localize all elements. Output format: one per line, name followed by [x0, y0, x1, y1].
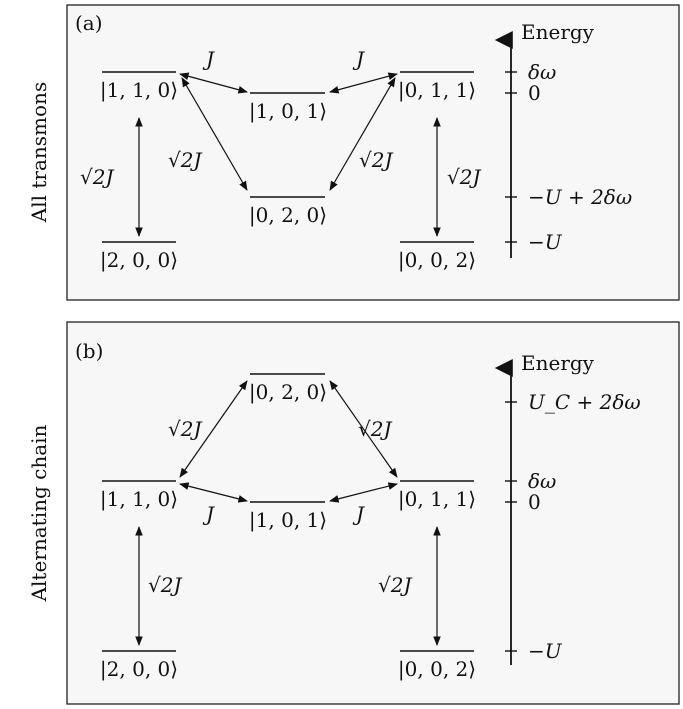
panel-b-level-011-label: |0, 1, 1⟩ [398, 487, 476, 512]
panel-a-tag: (a) [75, 11, 103, 35]
panel-a-coupling-diag-left: √2J [168, 148, 202, 172]
panel-b-arrow-j-right [329, 482, 398, 503]
panel-a-axis-title: Energy [521, 20, 595, 44]
panel-a-tick-label-2: 0 [528, 81, 541, 105]
panel-a-tick-label-3: −U + 2δω [528, 185, 632, 209]
panel-b-coupling-j-right: J [352, 502, 365, 526]
panel-a-coupling-j-left: J [202, 47, 215, 71]
panel-a-level-200-label: |2, 0, 0⟩ [100, 248, 178, 273]
panel-b-coupling-vert-left: √2J [148, 573, 182, 597]
panel-a-arrow-diag-left [181, 77, 248, 191]
panel-b: (b) Alternating chain Energy U_C + 2δω δ… [27, 321, 680, 705]
panel-a-side-label: All transmons [27, 82, 51, 223]
panel-a-tick-label-4: −U [528, 230, 563, 254]
panel-a-coupling-j-right: J [352, 47, 365, 71]
panel-b-tick-label-1: U_C + 2δω [528, 390, 641, 414]
panel-b-coupling-vert-right: √2J [378, 573, 412, 597]
panel-a-tick-label-1: δω [528, 60, 556, 84]
panel-b-level-200-label: |2, 0, 0⟩ [100, 657, 178, 682]
panel-b-arrow-j-left [179, 482, 248, 503]
panel-b-axis-title: Energy [521, 351, 595, 375]
panel-b-arrow-diag-right [329, 380, 398, 478]
panel-a-level-002-label: |0, 0, 2⟩ [398, 248, 476, 273]
panel-a-level-011-label: |0, 1, 1⟩ [398, 78, 476, 103]
panel-b-level-110-label: |1, 1, 0⟩ [100, 487, 178, 512]
panel-b-arrow-diag-left [179, 380, 248, 478]
panel-b-coupling-diag-left: √2J [168, 417, 202, 441]
panel-b-tick-label-4: −U [528, 639, 563, 663]
panel-a-coupling-diag-right: √2J [359, 148, 393, 172]
panel-a-coupling-vert-left: √2J [80, 165, 114, 189]
panel-a-level-101-label: |1, 0, 1⟩ [249, 99, 327, 124]
panel-b-coupling-diag-right: √2J [358, 417, 392, 441]
panel-a: (a) All transmons Energy δω 0 −U + 2δω −… [27, 4, 680, 301]
panel-b-tick-label-3: 0 [528, 490, 541, 514]
panel-b-level-101-label: |1, 0, 1⟩ [249, 508, 327, 533]
panel-b-tick-label-2: δω [528, 469, 556, 493]
panel-b-coupling-j-left: J [202, 502, 215, 526]
panel-b-level-002-label: |0, 0, 2⟩ [398, 657, 476, 682]
panel-b-tag: (b) [75, 339, 103, 363]
panel-a-coupling-vert-right: √2J [447, 165, 481, 189]
panel-a-level-020-label: |0, 2, 0⟩ [249, 203, 327, 228]
panel-b-side-label: Alternating chain [27, 424, 51, 602]
panel-b-frame [66, 321, 680, 705]
panel-a-arrow-diag-right [329, 77, 396, 191]
panel-b-level-020-label: |0, 2, 0⟩ [249, 380, 327, 405]
panel-a-level-110-label: |1, 1, 0⟩ [100, 78, 178, 103]
